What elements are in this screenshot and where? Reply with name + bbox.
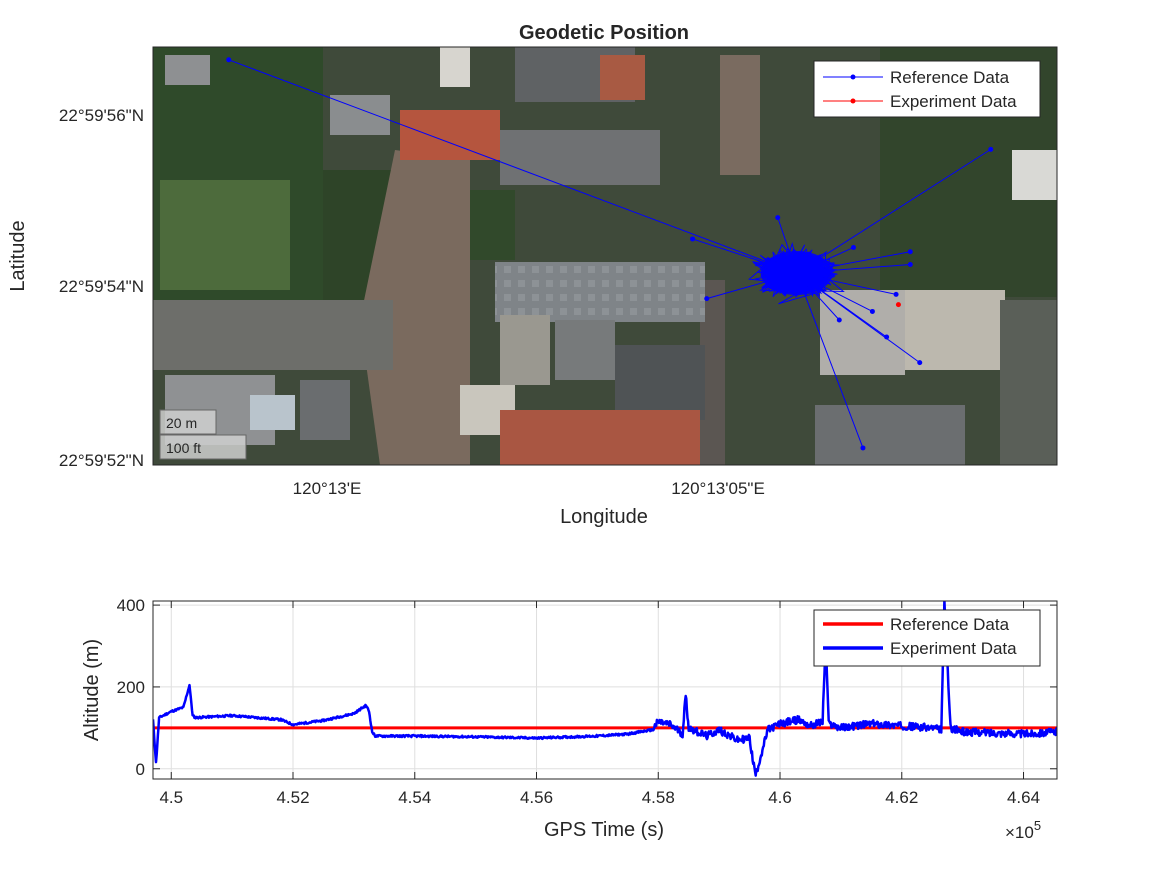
- altitude-x-tick-label: 4.64: [1007, 788, 1040, 807]
- reference-outlier-line: [796, 272, 921, 364]
- altitude-panel: 4.5 4.52 4.54 4.56 4.58 4.6 4.62 4.64 0 200 400 Re…: [81, 596, 1058, 842]
- reference-outlier-point: [907, 262, 913, 268]
- altitude-ticks: 4.5 4.52 4.54 4.56 4.58 4.6 4.62 4.64 0 200 400: [117, 596, 1057, 807]
- altitude-legend-label-experiment: Experiment Data: [890, 639, 1017, 658]
- reference-outlier-line: [796, 148, 992, 274]
- altitude-x-tick-label: 4.58: [642, 788, 675, 807]
- reference-outlier-point: [869, 308, 875, 314]
- reference-outlier-line: [692, 238, 797, 274]
- reference-outlier-point: [884, 334, 890, 340]
- map-x-axis-label: Longitude: [560, 506, 648, 528]
- altitude-series: [153, 601, 1057, 777]
- reference-outlier-line: [796, 264, 911, 274]
- map-axes-box: [152, 46, 1058, 466]
- map-panel: 20 m 100 ft Reference Data Experiment Da…: [7, 22, 1058, 528]
- altitude-axes-box: [152, 600, 1058, 780]
- reference-outlier-line: [796, 272, 897, 295]
- map-x-tick-label: 120°13'05"E: [671, 479, 765, 498]
- reference-outlier-line: [228, 59, 797, 274]
- map-legend: Reference Data Experiment Data: [813, 60, 1041, 118]
- reference-outlier-line: [796, 251, 911, 274]
- altitude-x-tick-label: 4.52: [276, 788, 309, 807]
- reference-outlier-point: [988, 146, 994, 152]
- map-legend-label-experiment: Experiment Data: [890, 92, 1017, 111]
- reference-outlier-point: [775, 215, 781, 221]
- reference-outlier-point: [836, 317, 842, 323]
- altitude-x-axis-label: GPS Time (s): [544, 819, 664, 841]
- experiment-point: [895, 302, 901, 308]
- map-x-tick-label: 120°13'E: [293, 479, 362, 498]
- altitude-x-tick-label: 4.54: [398, 788, 431, 807]
- map-legend-marker-experiment: [850, 98, 856, 104]
- scale-bar-metric-label: 20 m: [166, 415, 197, 431]
- scale-bar-imperial-label: 100 ft: [166, 440, 201, 456]
- map-y-tick-label: 22°59'54"N: [59, 277, 144, 296]
- altitude-x-exponent: ×105: [1005, 818, 1041, 842]
- altitude-experiment-line: [153, 601, 1057, 777]
- altitude-y-tick-label: 400: [117, 596, 145, 615]
- altitude-y-axis-label: Altitude (m): [81, 639, 103, 741]
- map-y-tick-label: 22°59'56"N: [59, 106, 144, 125]
- map-y-tick-label: 22°59'52"N: [59, 451, 144, 470]
- altitude-x-tick-label: 4.5: [159, 788, 183, 807]
- reference-outlier-point: [907, 249, 913, 255]
- reference-outlier-line: [796, 272, 864, 449]
- map-legend-marker-reference: [850, 74, 856, 80]
- altitude-y-tick-label: 0: [136, 760, 145, 779]
- map-legend-box: [813, 60, 1041, 118]
- altitude-x-tick-label: 4.6: [768, 788, 792, 807]
- map-title: Geodetic Position: [519, 22, 689, 44]
- reference-outlier-line: [796, 272, 840, 321]
- altitude-legend-box: [813, 609, 1041, 667]
- reference-outlier-point: [917, 360, 923, 366]
- altitude-legend: Reference Data Experiment Data: [813, 609, 1041, 667]
- map-y-axis-label: Latitude: [7, 220, 29, 291]
- reference-outlier-point: [704, 296, 710, 302]
- reference-outlier-line: [706, 272, 797, 300]
- reference-outlier-line: [796, 247, 854, 274]
- reference-outlier-line: [777, 217, 798, 274]
- reference-outlier-point: [893, 291, 899, 297]
- altitude-y-tick-label: 200: [117, 678, 145, 697]
- scale-bar: 20 m 100 ft: [159, 409, 247, 460]
- altitude-x-tick-label: 4.56: [520, 788, 553, 807]
- altitude-legend-label-reference: Reference Data: [890, 615, 1010, 634]
- altitude-x-tick-label: 4.62: [885, 788, 918, 807]
- map-legend-label-reference: Reference Data: [890, 68, 1010, 87]
- reference-outlier-point: [850, 244, 856, 250]
- reference-outlier-line: [796, 272, 873, 312]
- map-data-marks: [226, 57, 994, 451]
- reference-outlier-point: [690, 236, 696, 242]
- reference-outlier-point: [226, 57, 232, 63]
- x-exponent-base: ×10: [1005, 823, 1034, 842]
- reference-outlier-point: [860, 445, 866, 451]
- x-exponent-power: 5: [1034, 818, 1041, 833]
